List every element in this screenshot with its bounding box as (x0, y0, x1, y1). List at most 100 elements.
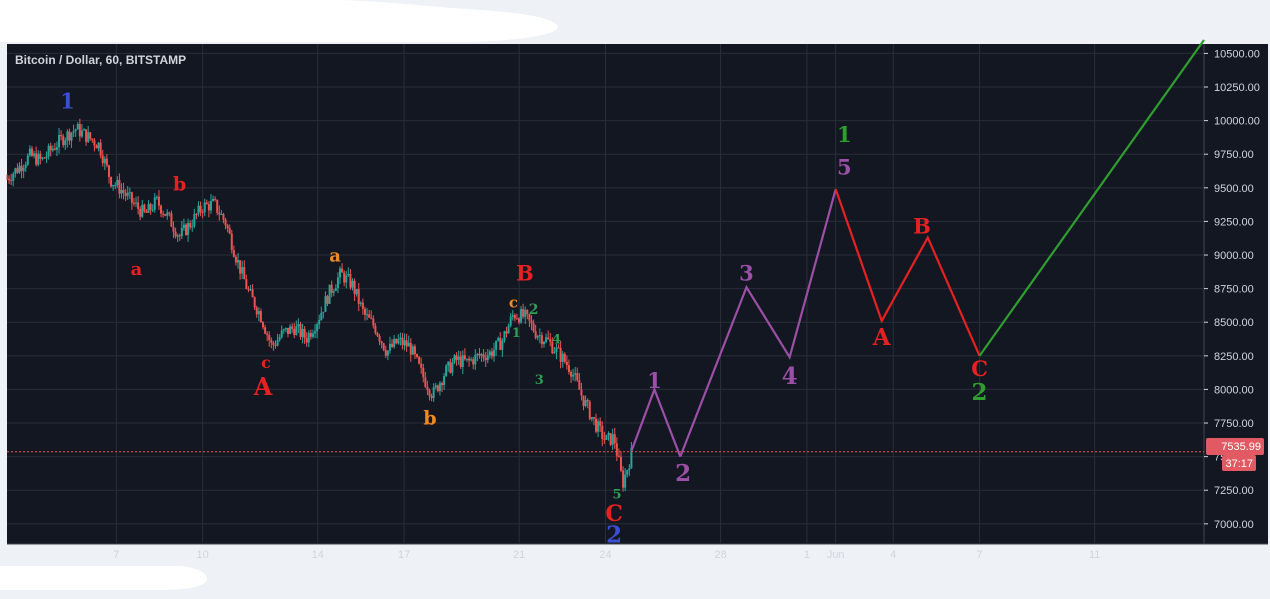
candle-body (624, 474, 627, 488)
time-tick-label: 4 (890, 549, 896, 561)
candle-body (297, 324, 300, 327)
candle-body (230, 233, 233, 251)
wave-label: c (261, 353, 271, 372)
candle-body (599, 421, 602, 426)
wave-label: 5 (612, 487, 621, 502)
candle-body (555, 347, 558, 353)
candle-body (314, 331, 317, 334)
candle-body (30, 148, 33, 156)
candle-body (155, 196, 158, 198)
candle-body (112, 185, 115, 187)
candle-body (72, 131, 75, 133)
candle-body (493, 349, 496, 357)
wave-label: a (131, 259, 143, 280)
time-tick-label: 21 (513, 549, 525, 561)
candle-body (536, 336, 539, 338)
candle-body (274, 344, 277, 346)
candle-body (93, 140, 96, 146)
time-tick-label: 14 (312, 549, 324, 561)
candle-body (264, 327, 267, 334)
candle-body (257, 311, 260, 315)
time-tick-label: 10 (197, 549, 209, 561)
candle-body (382, 343, 385, 351)
candle-body (91, 138, 94, 141)
candle-body (80, 130, 83, 137)
candle-body (18, 165, 21, 173)
candle-body (353, 280, 356, 295)
candle-body (486, 355, 489, 361)
candle-body (547, 337, 550, 340)
candle-body (578, 380, 581, 390)
candle-body (384, 350, 387, 356)
candle-body (380, 341, 383, 344)
candle-body (391, 343, 394, 347)
candle-body (307, 332, 310, 343)
candle-body (499, 337, 502, 350)
candle-body (584, 400, 587, 406)
price-axis-labels: 7000.007250.007500.007750.008000.008250.… (1204, 48, 1260, 531)
candle-body (180, 227, 183, 237)
candle-body (366, 314, 369, 316)
candle-body (176, 235, 179, 237)
candle-body (262, 322, 265, 328)
candle-body (245, 279, 248, 289)
candle-body (251, 289, 254, 298)
candle-body (316, 324, 319, 332)
candle-body (284, 327, 287, 330)
candle-body (395, 338, 398, 344)
candle-body (118, 180, 121, 194)
wave-label: 4 (782, 363, 798, 390)
candle-body (103, 158, 106, 164)
candle-body (511, 315, 514, 317)
candle-body (70, 132, 73, 141)
candle-body (224, 219, 227, 226)
candle-body (501, 340, 504, 350)
candle-body (418, 357, 421, 364)
candle-body (149, 203, 152, 210)
candle-body (619, 456, 622, 471)
candle-body (347, 273, 350, 276)
candle-body (590, 417, 593, 420)
candle-body (126, 192, 129, 196)
candle-body (484, 357, 487, 361)
candle-body (14, 168, 17, 174)
wave-label: 2 (529, 302, 539, 318)
candle-body (399, 337, 402, 340)
candle-body (228, 228, 231, 234)
price-tick-label: 10250.00 (1214, 82, 1260, 94)
candle-body (574, 373, 577, 375)
candle-body (595, 418, 598, 432)
candle-body (480, 354, 483, 356)
candle-body (438, 383, 441, 392)
wave-label: a (329, 246, 341, 267)
candle-body (540, 335, 543, 345)
candle-body (532, 323, 535, 332)
candle-body (376, 332, 379, 336)
candle-body (626, 470, 629, 475)
candle-body (276, 340, 279, 346)
countdown-tag (1222, 455, 1256, 471)
candle-body (563, 353, 566, 362)
candle-body (542, 341, 545, 345)
candle-body (178, 235, 181, 237)
candle-body (422, 367, 425, 378)
candle-body (33, 153, 36, 156)
candle-body (218, 212, 221, 215)
candle-body (24, 164, 27, 168)
candle-body (47, 145, 50, 157)
candle-body (255, 307, 258, 315)
candle-body (572, 374, 575, 377)
candle-body (189, 223, 192, 228)
candle-body (443, 375, 446, 386)
candle-body (207, 204, 210, 211)
candle-body (62, 136, 65, 146)
candle-body (468, 358, 471, 361)
candle-body (332, 290, 335, 293)
candle-body (426, 386, 429, 391)
candle-body (170, 213, 173, 227)
candle-body (237, 260, 240, 263)
candle-body (212, 198, 215, 201)
wave-label: A (253, 372, 273, 401)
wave-label: c (509, 293, 518, 311)
candle-body (432, 387, 435, 399)
